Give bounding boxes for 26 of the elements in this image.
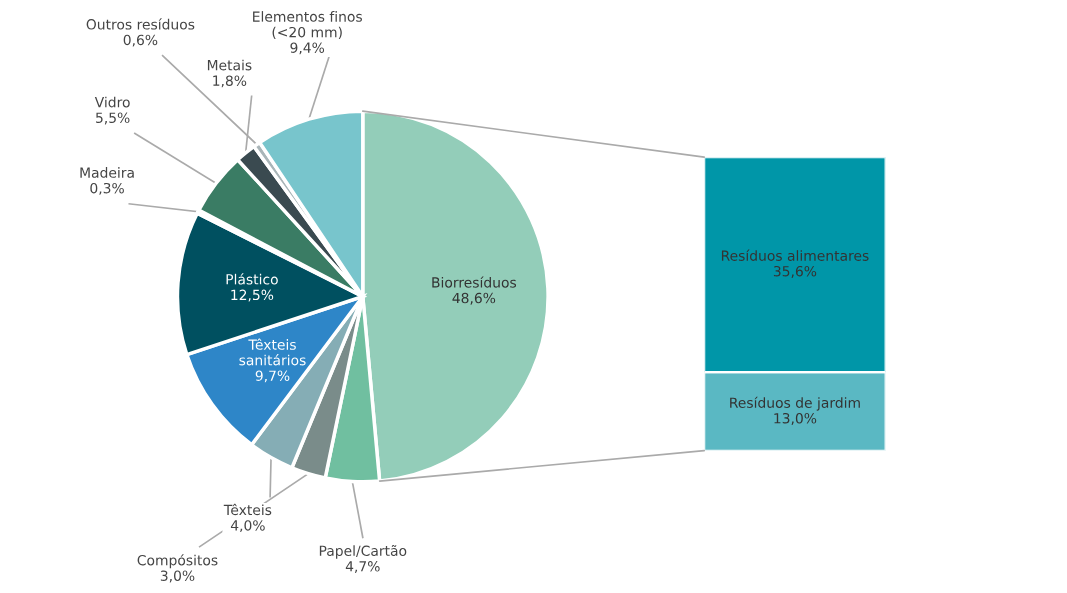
slice-label: Têxteis <box>223 503 272 516</box>
slice-label: Vidro <box>94 96 130 108</box>
slice-label: Papel/Cartão <box>319 545 407 559</box>
data-label: 4,7% <box>345 561 380 573</box>
data-label: 13,0% <box>774 413 817 425</box>
slice-label: Têxteis sanitários <box>239 338 306 366</box>
slice-label: Elementos finos (<20 mm) <box>253 11 362 40</box>
data-label: 9,4% <box>290 42 325 55</box>
data-label: 0,6% <box>123 34 158 47</box>
data-label: 12,5% <box>231 289 274 302</box>
data-label: 35,6% <box>773 265 817 278</box>
data-label: 3,0% <box>160 570 195 583</box>
slice-label: Madeira <box>80 167 134 178</box>
slice-label: Plástico <box>226 273 278 285</box>
series-label: Resíduos alimentares <box>721 249 869 261</box>
data-label: 48,6% <box>452 292 496 305</box>
slice-label: Biorresíduos <box>432 276 517 288</box>
series-label: Resíduos de jardim <box>730 396 860 411</box>
data-label: 4,0% <box>230 520 265 533</box>
slice-label: Compósitos <box>137 554 218 569</box>
data-label: 0,3% <box>90 182 124 195</box>
data-label: 9,7% <box>255 370 290 383</box>
data-label: 5,5% <box>96 112 130 125</box>
slice-label: Outros resíduos <box>86 18 195 30</box>
slice-label: Metais <box>207 59 252 71</box>
data-label: 1,8% <box>213 75 247 88</box>
